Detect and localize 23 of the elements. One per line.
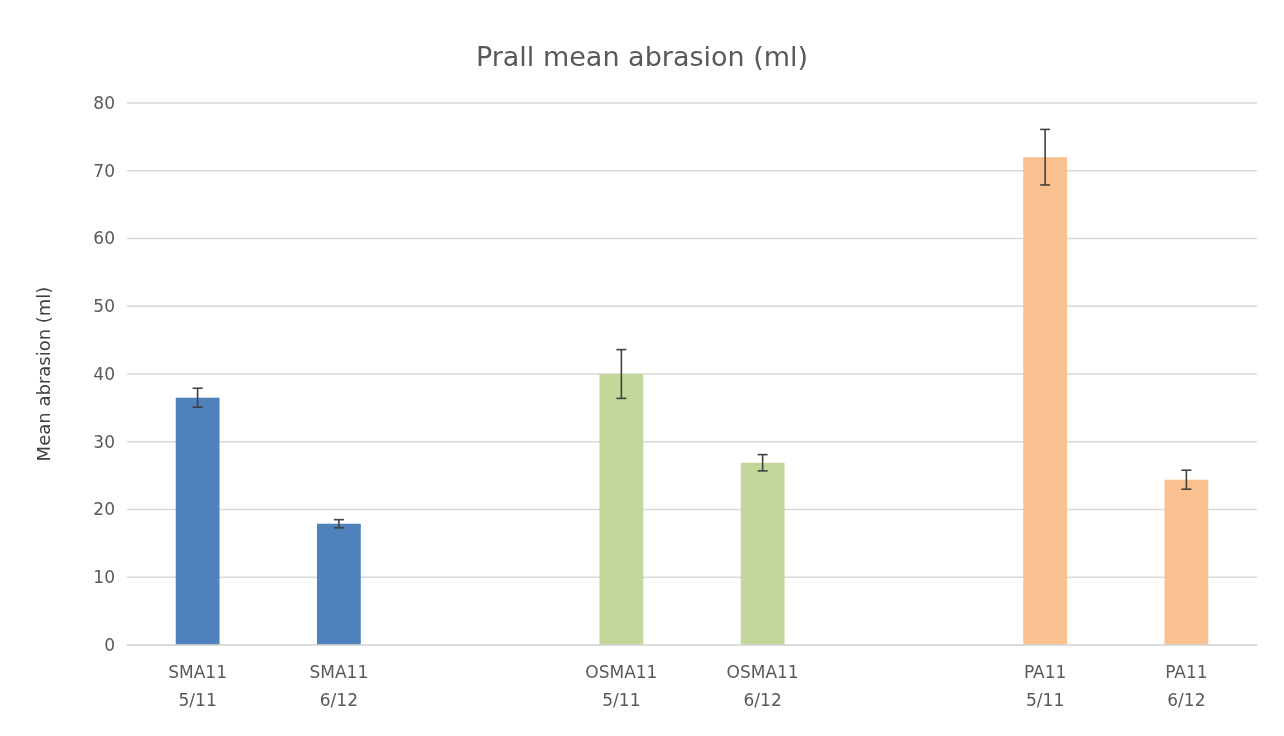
bar: [599, 374, 644, 645]
chart-title: Prall mean abrasion (ml): [475, 41, 809, 72]
y-tick-label: 20: [93, 499, 115, 520]
x-tick-label: OSMA11 6/12: [726, 662, 799, 710]
x-tick-label: PA11 6/12: [1165, 662, 1208, 710]
x-tick-label: OSMA11 5/11: [585, 662, 658, 710]
y-tick-label: 40: [93, 363, 115, 384]
bar: [1164, 479, 1209, 645]
y-tick-label: 10: [93, 567, 115, 588]
y-axis-title: Mean abrasion (ml): [33, 286, 54, 462]
x-tick-label: SMA11 6/12: [309, 662, 369, 710]
y-tick-label: 0: [104, 634, 115, 655]
y-tick-label: 70: [93, 160, 115, 181]
y-tick-label: 80: [93, 92, 115, 113]
bar: [316, 523, 361, 645]
y-tick-label: 30: [93, 431, 115, 452]
y-tick-label: 60: [93, 228, 115, 249]
x-tick-label: PA11 5/11: [1023, 662, 1067, 710]
y-tick-label: 50: [93, 296, 115, 317]
bar: [740, 462, 785, 645]
bar: [175, 397, 220, 645]
x-tick-label: SMA11 5/11: [168, 662, 227, 710]
bar: [1023, 157, 1068, 645]
